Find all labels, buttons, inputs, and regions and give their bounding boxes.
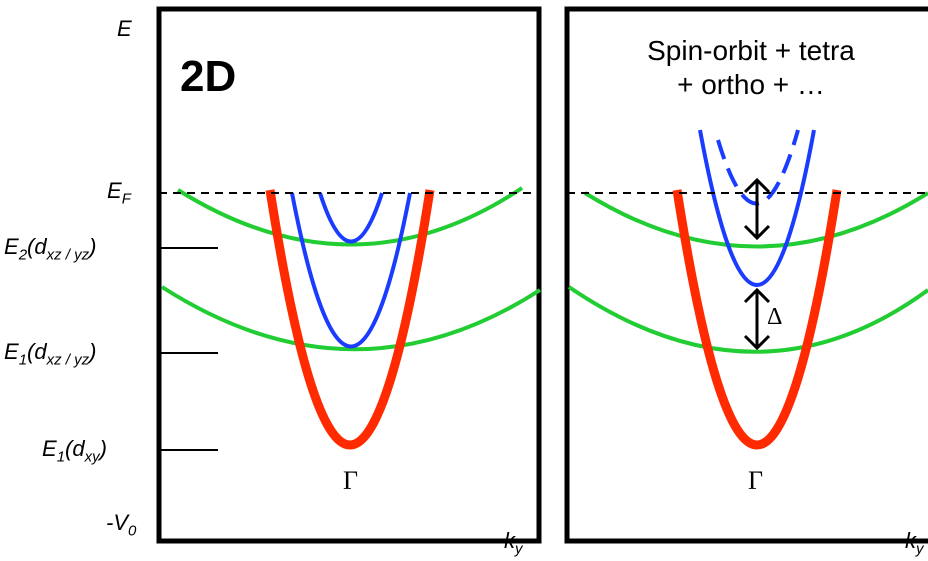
left-gamma-label: Γ	[343, 466, 359, 495]
level-label-e1-dxy: E1(dxy)	[42, 436, 107, 466]
gap-arrow-delta	[743, 287, 771, 351]
left-blue-band-lower	[290, 192, 412, 349]
k-axis-label-left: ky	[504, 528, 523, 558]
annotation-line-1: Spin-orbit + tetra	[647, 35, 855, 66]
right-red-band-dxy	[672, 189, 842, 450]
right-panel-frame	[564, 6, 928, 544]
annotation-line-2: + ortho + …	[677, 69, 825, 101]
right-gamma-label: Γ	[748, 466, 764, 495]
delta-gap-label: Δ	[767, 304, 783, 330]
left-green-band-lower	[160, 285, 542, 352]
energy-axis-label: E	[117, 16, 132, 41]
left-blue-band-upper	[318, 192, 384, 244]
left-panel-title: 2D	[180, 52, 237, 101]
right-green-band-upper	[583, 191, 928, 249]
right-green-band-lower	[567, 285, 928, 354]
fermi-level-label: EF	[107, 178, 131, 208]
bottom-potential-label: -V0	[106, 510, 137, 540]
left-panel-frame	[156, 6, 542, 544]
right-panel-annotation: Spin-orbit + tetra + ortho + …	[596, 34, 906, 102]
level-label-e1-dxz-yz: E1(dxz / yz)	[4, 339, 97, 369]
left-bands	[159, 186, 542, 450]
k-axis-label-right: ky	[905, 528, 924, 558]
right-blue-band-lower	[698, 129, 816, 287]
gap-arrow-upper	[743, 177, 771, 241]
left-red-band-dxy	[265, 189, 435, 450]
right-bands	[567, 129, 928, 450]
level-label-e2-dxz-yz: E2(dxz / yz)	[4, 234, 97, 264]
left-green-band-upper	[176, 186, 524, 247]
